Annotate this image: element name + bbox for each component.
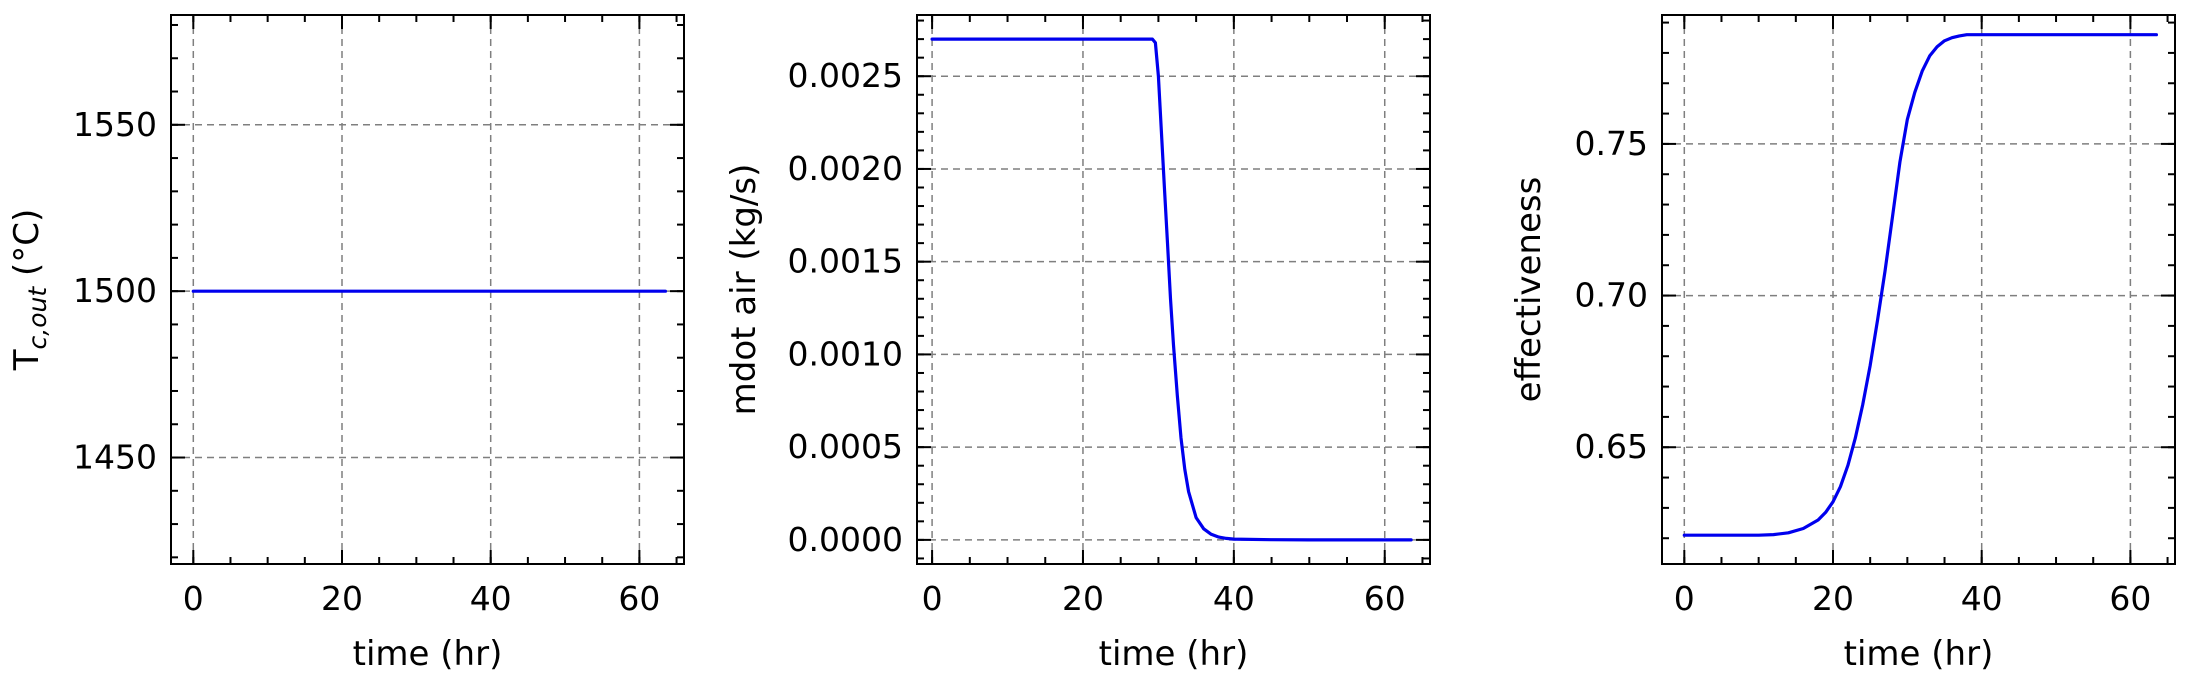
y-tick-label: 0.0020	[788, 149, 903, 188]
y-tick-label: 0.0015	[788, 242, 903, 281]
x-tick-label: 0	[1674, 579, 1695, 618]
y-tick-label: 0.0025	[788, 56, 903, 95]
y-tick-label: 1450	[73, 438, 157, 477]
y-tick-label: 1500	[73, 271, 157, 310]
y-tick-label: 0.75	[1575, 124, 1648, 163]
x-tick-label: 40	[470, 579, 512, 618]
plot-frame	[1661, 14, 2176, 565]
x-axis-label: time (hr)	[1844, 634, 1994, 674]
x-tick-label: 20	[1062, 579, 1104, 618]
series-line	[1682, 33, 2158, 537]
x-tick-label: 60	[618, 579, 660, 618]
chart-effectiveness: 0 20 40 60 0.65 0.70 0.75 time (hr) effectivenes…	[1509, 14, 2176, 674]
x-tick-label: 0	[922, 579, 943, 618]
x-tick-label: 40	[1961, 579, 2003, 618]
y-tick-label: 0.0000	[788, 520, 903, 559]
y-tick-label: 0.0010	[788, 334, 903, 373]
x-tick-label: 40	[1213, 579, 1255, 618]
chart-temperature-outlet: 0 20 40 60 1450 1500 1550 time (hr) Tc,out (°C)	[7, 14, 685, 674]
x-tick-label: 60	[2109, 579, 2151, 618]
series-line	[930, 37, 1413, 542]
plot-frame	[170, 14, 685, 565]
chart-mdot-air: 0 20 40 60 0.0000 0.0005 0.0010 0.0015 0.0020 0.0…	[724, 14, 1431, 674]
x-axis-label: time (hr)	[353, 634, 503, 674]
x-axis-label: time (hr)	[1099, 634, 1249, 674]
y-axis-label: effectiveness	[1509, 177, 1549, 403]
x-tick-label: 20	[321, 579, 363, 618]
x-tick-label: 60	[1364, 579, 1406, 618]
y-tick-label: 1550	[73, 105, 157, 144]
y-axis-label: Tc,out (°C)	[7, 209, 52, 372]
y-tick-label: 0.65	[1575, 427, 1648, 466]
y-axis-label: mdot air (kg/s)	[724, 164, 764, 416]
x-tick-label: 20	[1812, 579, 1854, 618]
y-tick-label: 0.70	[1575, 276, 1648, 315]
y-tick-label: 0.0005	[788, 427, 903, 466]
x-tick-label: 0	[183, 579, 204, 618]
plot-frame	[916, 14, 1431, 565]
